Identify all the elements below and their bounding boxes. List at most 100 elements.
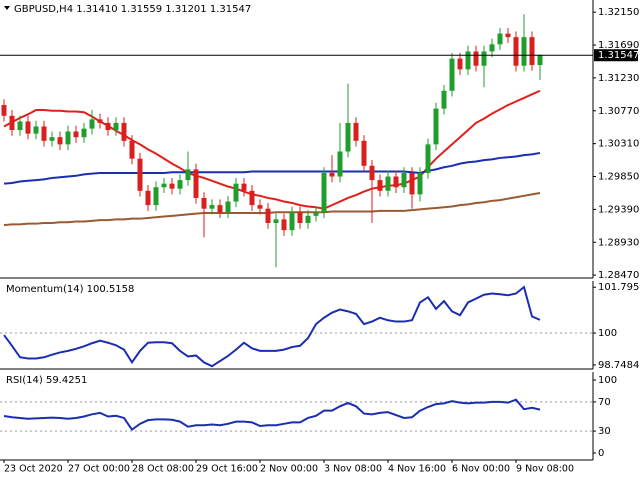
candle-body xyxy=(377,180,383,191)
candle-body xyxy=(113,122,119,131)
candle-body xyxy=(201,197,207,209)
candle-body xyxy=(129,140,135,159)
candle-body xyxy=(89,119,95,129)
candle-body xyxy=(241,183,247,191)
candle-body xyxy=(177,180,183,189)
y-tick-label: 0 xyxy=(598,448,604,459)
menu-arrow xyxy=(4,6,10,10)
candle-body xyxy=(49,137,55,141)
y-tick-label: 101.7959 xyxy=(598,282,640,293)
candle-body xyxy=(329,172,335,177)
candle-body xyxy=(209,205,215,209)
candle-body xyxy=(297,212,303,223)
candle-body xyxy=(97,119,103,123)
candle-body xyxy=(33,126,39,134)
y-tick-label: 98.7484 xyxy=(598,360,639,371)
candle-body xyxy=(193,169,199,198)
candle-body xyxy=(25,121,31,134)
indicator-line xyxy=(3,285,541,368)
candle-body xyxy=(281,219,287,231)
candle-body xyxy=(305,215,311,223)
price-label: 1.31547 xyxy=(598,50,639,61)
candle-body xyxy=(137,158,143,191)
candle-body xyxy=(65,131,71,145)
candle-body xyxy=(369,165,375,181)
y-tick-label: 1.28470 xyxy=(598,270,639,281)
candle-body xyxy=(513,37,519,66)
x-tick-label: 2 Nov 00:00 xyxy=(260,464,318,475)
candle-body xyxy=(81,128,87,138)
candle-body xyxy=(505,33,511,38)
y-tick-label: 30 xyxy=(598,426,611,437)
x-tick-label: 28 Oct 08:00 xyxy=(132,464,194,475)
y-tick-label: 1.29390 xyxy=(598,204,639,215)
y-tick-label: 100 xyxy=(598,328,617,339)
candle-body xyxy=(161,183,167,188)
candle-body xyxy=(465,51,471,70)
x-tick-label: 6 Nov 00:00 xyxy=(452,464,510,475)
indicator-line xyxy=(3,151,541,185)
candle-body xyxy=(345,122,351,152)
x-tick-label: 23 Oct 2020 xyxy=(4,464,63,475)
candle-body xyxy=(353,122,359,141)
candle-body xyxy=(401,172,407,188)
candle-body xyxy=(481,51,487,66)
candle-body xyxy=(105,122,111,131)
y-tick-label: 1.31690 xyxy=(598,40,639,51)
candle-body xyxy=(337,151,343,177)
candle-body xyxy=(121,122,127,141)
candle-body xyxy=(449,58,455,91)
candle-body xyxy=(393,176,399,188)
candle-body xyxy=(497,33,503,45)
price-label-box xyxy=(594,49,638,62)
candle-body xyxy=(9,115,15,131)
candle-body xyxy=(41,126,47,141)
candle-body xyxy=(537,55,543,66)
x-tick-label: 3 Nov 08:00 xyxy=(324,464,382,475)
candle-body xyxy=(409,172,415,195)
candle-body xyxy=(225,201,231,213)
candle-body xyxy=(153,187,159,206)
candle-body xyxy=(57,137,63,145)
candle-body xyxy=(313,212,319,216)
panel-title: Momentum(14) 100.5158 xyxy=(6,284,134,295)
candle-body xyxy=(233,183,239,202)
candle-body xyxy=(425,144,431,173)
candle-body xyxy=(473,51,479,66)
panel-title: RSI(14) 59.4251 xyxy=(6,375,87,386)
candle-body xyxy=(73,131,79,138)
y-tick-label: 1.30770 xyxy=(598,106,639,117)
candle-body xyxy=(417,172,423,195)
x-tick-label: 9 Nov 08:00 xyxy=(516,464,574,475)
candle-body xyxy=(257,205,263,209)
chart-title: GBPUSD,H4 1.31410 1.31559 1.31201 1.3154… xyxy=(14,4,251,15)
candle-body xyxy=(273,219,279,223)
candle-body xyxy=(385,176,391,191)
candle-body xyxy=(249,190,255,206)
candle-body xyxy=(489,44,495,52)
y-tick-label: 100 xyxy=(598,375,617,386)
y-tick-label: 1.29850 xyxy=(598,172,639,183)
candle-body xyxy=(169,183,175,189)
candle-body xyxy=(457,58,463,70)
indicator-line xyxy=(3,89,541,210)
y-tick-label: 1.30310 xyxy=(598,139,639,150)
candle-body xyxy=(321,172,327,213)
candle-body xyxy=(17,121,23,131)
x-tick-label: 27 Oct 00:00 xyxy=(68,464,130,475)
y-tick-label: 1.31230 xyxy=(598,73,639,84)
x-tick-label: 29 Oct 16:00 xyxy=(196,464,258,475)
x-tick-label: 4 Nov 16:00 xyxy=(388,464,446,475)
candle-body xyxy=(441,90,447,109)
candle-body xyxy=(289,212,295,231)
candle-body xyxy=(265,208,271,223)
candle-body xyxy=(185,169,191,181)
candle-body xyxy=(361,140,367,166)
candle-body xyxy=(217,205,223,213)
y-tick-label: 1.32150 xyxy=(598,7,639,18)
candle-body xyxy=(529,37,535,66)
y-tick-label: 70 xyxy=(598,397,611,408)
candle-body xyxy=(1,105,7,116)
